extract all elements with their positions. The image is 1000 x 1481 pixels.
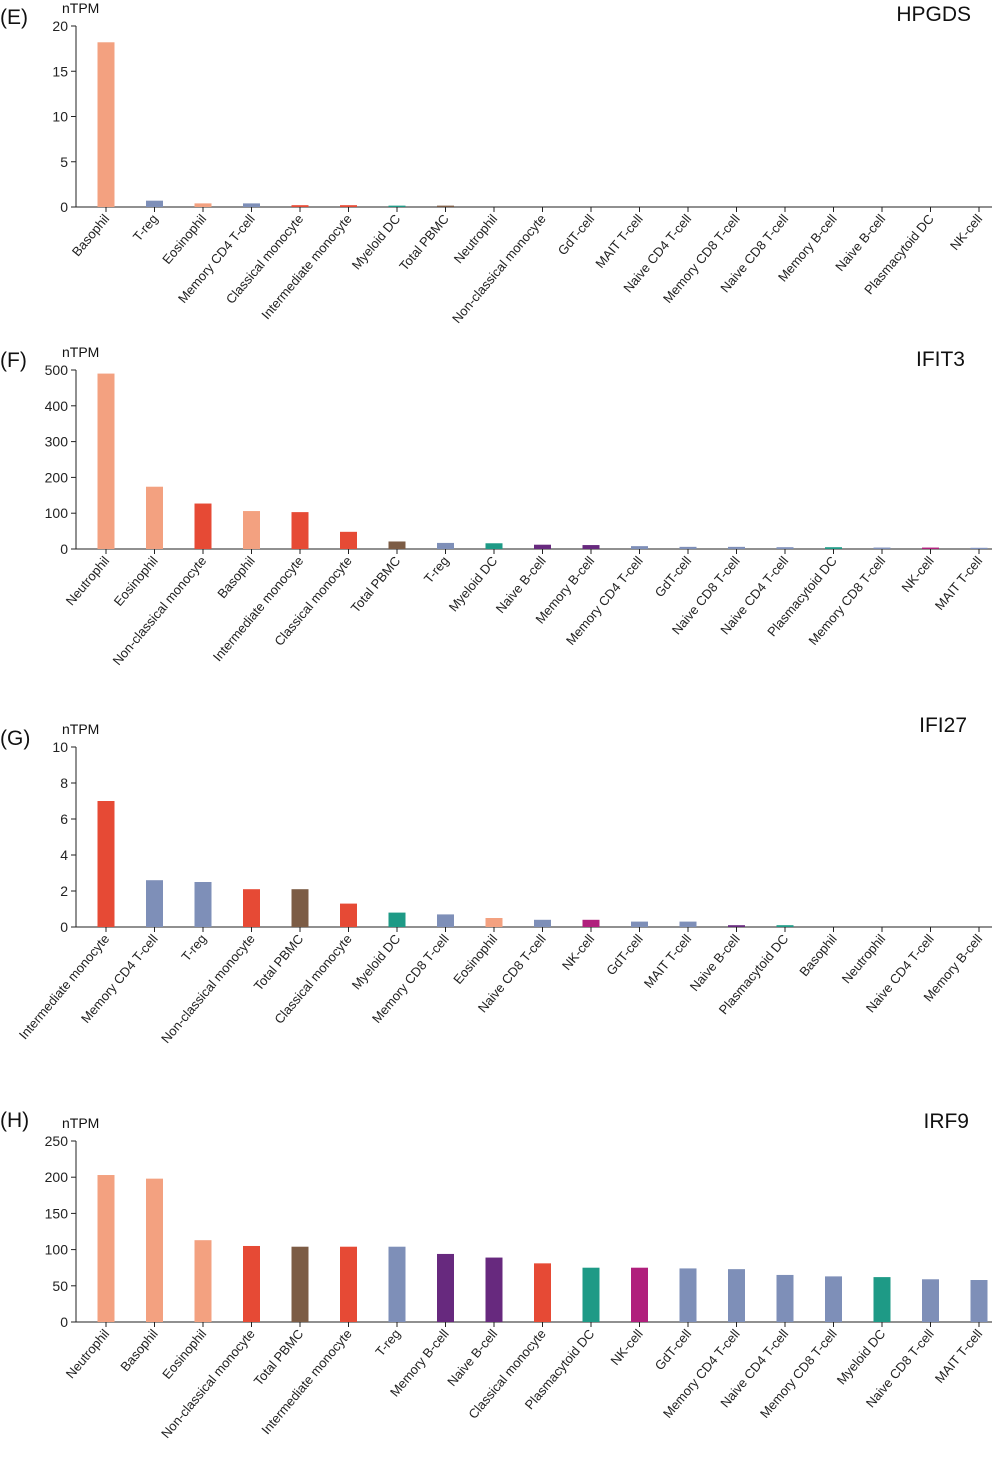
bar — [970, 547, 988, 549]
y-tick-label: 8 — [60, 775, 68, 791]
bar — [388, 1246, 406, 1322]
panel-title-irf9: IRF9 — [923, 1110, 969, 1133]
bar — [679, 546, 697, 549]
y-tick-label: 2 — [60, 883, 68, 899]
bar — [388, 205, 406, 207]
panel-title-hpgds: HPGDS — [896, 3, 971, 26]
bar — [243, 511, 260, 549]
y-tick-label: 100 — [45, 1242, 69, 1258]
bar — [776, 547, 794, 549]
bar — [243, 1245, 260, 1322]
y-tick-label: 300 — [45, 434, 69, 450]
bar — [679, 1268, 697, 1322]
y-tick-label: 0 — [60, 1314, 68, 1330]
bar — [97, 1175, 115, 1322]
y-tick-label: 10 — [52, 739, 68, 755]
bar — [582, 919, 600, 927]
bar — [146, 486, 163, 549]
bar — [825, 547, 842, 549]
bar — [146, 200, 163, 207]
y-tick-label: 5 — [60, 154, 68, 170]
bar — [243, 203, 260, 207]
bar — [534, 919, 551, 927]
bar — [922, 1279, 939, 1322]
bar — [97, 42, 115, 207]
bar — [388, 912, 406, 927]
bar — [485, 918, 503, 927]
y-tick-label: 250 — [45, 1133, 69, 1149]
bar — [679, 921, 697, 927]
bar — [825, 1276, 842, 1322]
bar — [728, 546, 745, 549]
bar — [728, 925, 745, 927]
bar — [922, 547, 939, 549]
panel-title-ifi27: IFI27 — [919, 714, 967, 737]
bar — [485, 1257, 503, 1322]
bar — [631, 1267, 648, 1322]
bar — [291, 1246, 309, 1322]
bar — [485, 543, 503, 549]
y-tick-label: 400 — [45, 398, 69, 414]
bar — [388, 541, 406, 549]
panel-title-ifit3: IFIT3 — [916, 348, 965, 371]
y-tick-label: 0 — [60, 919, 68, 935]
bar — [437, 1253, 454, 1322]
bar — [437, 542, 454, 549]
bar — [534, 1263, 551, 1322]
bar — [97, 373, 115, 549]
y-tick-label: 200 — [45, 469, 69, 485]
bar — [194, 882, 212, 927]
bar — [340, 903, 357, 927]
panel-letter-f: (F) — [0, 349, 27, 372]
bar — [194, 503, 212, 549]
panel-letter-e: (E) — [0, 6, 28, 29]
y-tick-label: 0 — [60, 199, 68, 215]
bar — [631, 921, 648, 927]
y-tick-label: 50 — [52, 1278, 68, 1294]
bar — [340, 205, 357, 207]
y-axis-label-f: nTPM — [62, 344, 99, 360]
panel-letter-g: (G) — [0, 727, 30, 750]
bar — [970, 1280, 988, 1322]
bar — [776, 1274, 794, 1322]
y-tick-label: 6 — [60, 811, 68, 827]
y-tick-label: 200 — [45, 1169, 69, 1185]
y-tick-label: 150 — [45, 1205, 69, 1221]
bar — [291, 889, 309, 927]
bar — [534, 544, 551, 549]
y-tick-label: 4 — [60, 847, 68, 863]
panel-letter-h: (H) — [0, 1109, 29, 1132]
bar — [243, 889, 260, 927]
bar — [146, 880, 163, 927]
y-tick-label: 10 — [52, 109, 68, 125]
bar — [582, 545, 600, 549]
y-tick-label: 100 — [45, 505, 69, 521]
y-tick-label: 15 — [52, 63, 68, 79]
bar — [582, 1267, 600, 1322]
y-axis-label-g: nTPM — [62, 721, 99, 737]
bar — [194, 203, 212, 207]
bar — [146, 1178, 163, 1322]
bar — [340, 1246, 357, 1322]
bar — [291, 205, 309, 207]
bar — [631, 546, 648, 549]
bar — [194, 1240, 212, 1322]
bar — [97, 801, 115, 927]
bar — [340, 531, 357, 549]
y-axis-label-h: nTPM — [62, 1115, 99, 1131]
y-tick-label: 500 — [45, 362, 69, 378]
bar — [873, 547, 891, 549]
bar — [437, 914, 454, 927]
y-axis-label-e: nTPM — [62, 0, 99, 16]
bar — [437, 205, 454, 207]
bar — [776, 925, 794, 927]
bar — [291, 512, 309, 549]
bar — [728, 1269, 745, 1322]
y-tick-label: 20 — [52, 18, 68, 34]
bar — [873, 1277, 891, 1322]
y-tick-label: 0 — [60, 541, 68, 557]
